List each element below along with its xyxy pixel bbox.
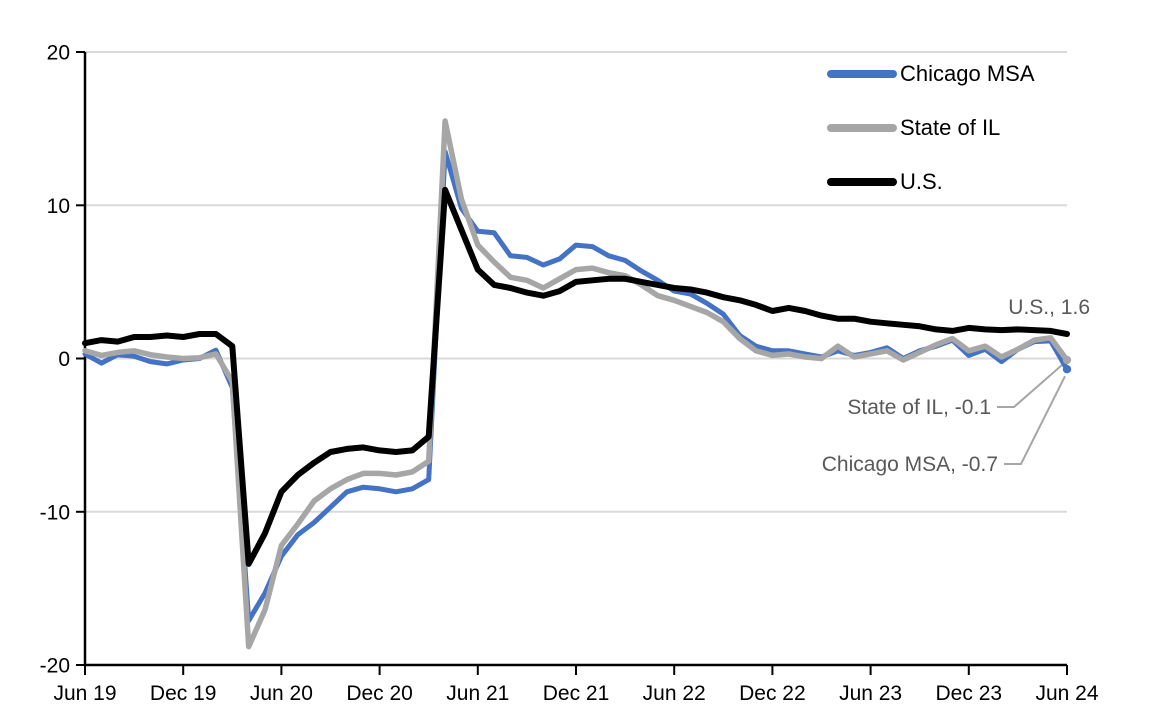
y-axis-tick-label: 0: [58, 348, 70, 371]
y-axis-tick-label: -20: [40, 655, 70, 678]
legend-label-chicago-msa: Chicago MSA: [900, 61, 1035, 86]
series-line-u-s: [82, 186, 1070, 567]
end-dot-state-of-il: [1062, 355, 1072, 365]
x-axis-tick-label: Jun 20: [250, 682, 313, 705]
x-axis-tick-label: Dec 21: [543, 682, 610, 705]
legend-label-state-of-il: State of IL: [900, 115, 1001, 140]
x-axis-tick-label: Jun 19: [53, 682, 116, 705]
x-axis-tick-label: Dec 19: [150, 682, 217, 705]
annotation-state-of-il-final-value: State of IL, -0.1: [847, 396, 991, 419]
x-axis-tick-label: Jun 23: [839, 682, 902, 705]
x-axis-tick-label: Jun 24: [1035, 682, 1098, 705]
legend-item-state-of-il: State of IL: [827, 115, 1001, 140]
x-axis-tick-label: Dec 23: [936, 682, 1003, 705]
annotation-us-final-value: U.S., 1.6: [1008, 296, 1090, 319]
y-axis-tick-label: 10: [47, 195, 70, 218]
legend-swatch-us: [827, 178, 897, 186]
end-dot-chicago-msa: [1062, 365, 1072, 374]
annotation-chicago-msa-final-value: Chicago MSA, -0.7: [821, 453, 998, 476]
leader-line-chicago-msa: [1004, 375, 1066, 465]
series-line-state-of-il: [82, 118, 1070, 650]
legend-swatch-state-of-il: [827, 124, 897, 132]
legend-swatch-chicago-msa: [827, 70, 897, 78]
leader-line-state-of-il: [997, 364, 1063, 408]
legend-item-chicago-msa: Chicago MSA: [827, 61, 1035, 86]
legend-item-us: U.S.: [827, 169, 943, 194]
x-axis-tick-label: Dec 22: [739, 682, 806, 705]
x-axis-tick-label: Dec 20: [346, 682, 413, 705]
y-axis-tick-label: -10: [40, 501, 70, 524]
y-axis-tick-label: 20: [47, 42, 70, 65]
x-axis-tick-label: Jun 22: [643, 682, 706, 705]
x-axis-tick-label: Jun 21: [446, 682, 509, 705]
legend-label-us: U.S.: [900, 169, 943, 194]
